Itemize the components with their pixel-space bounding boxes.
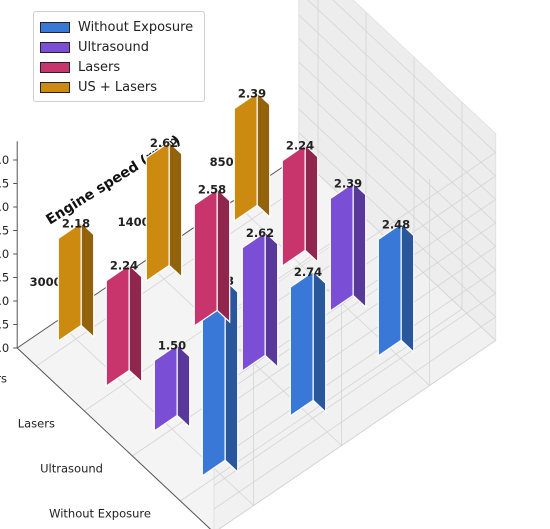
bar-side-face — [264, 230, 279, 369]
bar-front-face — [105, 263, 130, 388]
z-tick-label: 4.0 — [0, 153, 9, 167]
bar-front-face — [241, 231, 266, 373]
bar-front-face — [329, 181, 354, 313]
legend-label: Lasers — [78, 59, 121, 75]
bar-value-label: 2.24 — [110, 259, 138, 273]
z-tick-label: 1.0 — [0, 294, 9, 308]
bar-front-face — [193, 187, 218, 328]
bar-value-label: 2.62 — [150, 136, 178, 150]
method-tick-label: Without Exposure — [49, 506, 151, 520]
bar-value-label: 2.39 — [238, 87, 266, 101]
bar-side-face — [216, 187, 231, 324]
bar-side-face — [224, 278, 239, 474]
bar-side-face — [400, 222, 415, 354]
data-bar: 2.74 — [289, 265, 327, 418]
bar-value-label: 2.74 — [294, 265, 322, 279]
bar-side-face — [256, 91, 271, 219]
bar-front-face — [281, 143, 306, 268]
method-axis-line — [16, 347, 211, 529]
method-tick-label: Ultrasound — [40, 461, 103, 475]
legend-entry: Lasers — [40, 57, 198, 77]
bar-side-face — [312, 270, 327, 414]
bar-side-face — [176, 343, 191, 429]
bar-value-label: 2.58 — [198, 183, 226, 197]
data-bar: 2.24 — [105, 259, 143, 388]
bar-front-face — [57, 221, 82, 343]
z-tick-label: 3.0 — [0, 200, 9, 214]
bar-value-label: 2.18 — [62, 217, 90, 231]
bar-value-label: 1.50 — [158, 339, 186, 353]
z-tick-label: 0.5 — [0, 318, 9, 332]
z-tick-label: 1.5 — [0, 271, 9, 285]
bar-value-label: 2.48 — [382, 217, 410, 231]
speed-tick-label: 850 — [210, 155, 234, 169]
bar-value-label: 2.62 — [246, 226, 274, 240]
legend-label: US + Lasers — [78, 79, 158, 95]
bar-side-face — [304, 143, 319, 264]
bar-side-face — [80, 221, 95, 339]
legend-entry: US + Lasers — [40, 77, 198, 97]
grid-line — [213, 108, 497, 486]
method-tick-label: US + Lasers — [0, 371, 7, 385]
legend-swatch — [40, 21, 70, 33]
bar-value-label: 2.39 — [334, 177, 362, 191]
data-bar: 2.62 — [241, 226, 279, 373]
bar-front-face — [153, 343, 178, 433]
data-bar: 2.39 — [233, 87, 271, 223]
z-tick-label: 2.5 — [0, 224, 9, 238]
bar-front-face — [145, 141, 170, 283]
bar-side-face — [168, 140, 183, 279]
legend-swatch — [40, 61, 70, 73]
bar-value-label: 2.24 — [286, 139, 314, 153]
legend-entry: Without Exposure — [40, 17, 198, 37]
speed-tick-label: 1400 — [118, 215, 150, 229]
legend-swatch — [40, 41, 70, 53]
bar-side-face — [352, 181, 367, 309]
data-bar: 2.62 — [145, 136, 183, 283]
bar-front-face — [233, 91, 258, 223]
legend-label: Without Exposure — [78, 19, 194, 35]
data-bar: 2.24 — [281, 139, 319, 268]
speed-tick-label: 3000 — [30, 275, 62, 289]
data-bar: 2.58 — [193, 183, 231, 328]
legend-entry: Ultrasound — [40, 37, 198, 57]
data-bar: 2.39 — [329, 177, 367, 313]
data-bar: 2.48 — [377, 217, 415, 358]
bar-side-face — [128, 263, 143, 384]
data-bar: 1.50 — [153, 339, 191, 433]
legend-label: Ultrasound — [78, 39, 149, 55]
method-tick-label: Lasers — [18, 416, 55, 430]
chart-legend: Without Exposure Ultrasound Lasers US + … — [33, 11, 205, 102]
bar-front-face — [377, 222, 402, 358]
z-tick-label: 2.0 — [0, 247, 9, 261]
bar-front-face — [289, 270, 314, 418]
data-bar: 2.18 — [57, 217, 95, 343]
z-tick-label: 0.0 — [0, 341, 9, 355]
legend-swatch — [40, 81, 70, 93]
z-tick-label: 3.5 — [0, 177, 9, 191]
